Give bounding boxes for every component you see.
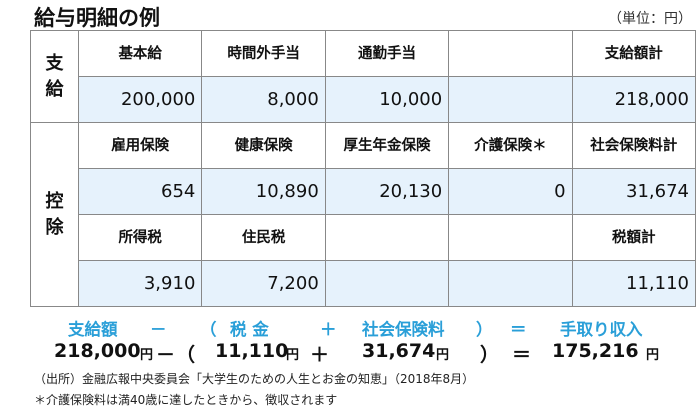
value-cell xyxy=(448,260,573,307)
formula-label: － xyxy=(150,320,167,339)
value-cell: 8,000 xyxy=(201,76,326,123)
value-cell: 20,130 xyxy=(324,168,450,215)
formula-operator: ） xyxy=(480,344,500,366)
value-cell xyxy=(324,260,450,307)
header-cell: 社会保険料計 xyxy=(571,122,697,169)
header-cell: 介護保険＊ xyxy=(448,122,573,169)
yen-unit: 円 xyxy=(646,348,660,363)
formula-value: 31,674 xyxy=(362,340,436,362)
value-cell: 10,000 xyxy=(324,76,450,123)
formula-operator: （ xyxy=(176,344,196,366)
formula-label: 支給額 xyxy=(68,320,118,339)
formula-label: （ xyxy=(200,320,217,339)
formula-value: 11,110 xyxy=(215,340,289,362)
yen-unit: 円 xyxy=(436,348,450,363)
formula-value: 175,216 xyxy=(552,340,639,362)
yen-unit: 円 xyxy=(140,348,154,363)
header-cell xyxy=(448,214,573,261)
formula-label: 社会保険料 xyxy=(362,320,445,339)
value-cell: 7,200 xyxy=(201,260,326,307)
source-note: （出所）金融広報中央委員会「大学生のための人生とお金の知恵」（2018年8月） xyxy=(34,372,475,386)
value-cell: 218,000 xyxy=(571,76,697,123)
formula-label: 手取り収入 xyxy=(560,320,643,339)
formula-label: ＝ xyxy=(510,320,527,339)
value-cell xyxy=(448,76,573,123)
footnote: ＊介護保険料は満40歳に達したときから、徴収されます xyxy=(34,393,338,407)
unit-label: （単位：円） xyxy=(608,11,692,27)
header-cell xyxy=(324,214,450,261)
formula-operator: ＋ xyxy=(310,344,330,366)
header-cell: 雇用保険 xyxy=(77,122,203,169)
yen-unit: 円 xyxy=(286,348,300,363)
header-cell: 所得税 xyxy=(77,214,203,261)
header-cell: 健康保険 xyxy=(201,122,326,169)
header-cell: 住民税 xyxy=(201,214,326,261)
value-cell: 200,000 xyxy=(77,76,203,123)
value-cell: 31,674 xyxy=(571,168,697,215)
header-cell: 時間外手当 xyxy=(201,30,326,77)
header-cell: 税額計 xyxy=(571,214,697,261)
page-title: 給与明細の例 xyxy=(34,6,160,30)
formula-value: 218,000 xyxy=(54,340,141,362)
formula-operator: ＝ xyxy=(512,344,532,366)
header-cell xyxy=(448,30,573,77)
header-cell: 通勤手当 xyxy=(324,30,450,77)
formula-label: 税 金 xyxy=(230,320,269,339)
value-cell: 10,890 xyxy=(201,168,326,215)
pay-section-label: 支給 xyxy=(30,30,79,123)
formula-operator: － xyxy=(156,344,176,366)
value-cell: 0 xyxy=(448,168,573,215)
value-cell: 3,910 xyxy=(77,260,203,307)
formula-label: ＋ xyxy=(320,320,337,339)
formula-label: ） xyxy=(476,320,493,339)
header-cell: 支給額計 xyxy=(571,30,697,77)
value-cell: 11,110 xyxy=(571,260,697,307)
header-cell: 基本給 xyxy=(77,30,203,77)
payslip-table: 支給 基本給 時間外手当 通勤手当 支給額計 200,000 8,000 10,… xyxy=(30,30,697,307)
header-cell: 厚生年金保険 xyxy=(324,122,450,169)
value-cell: 654 xyxy=(77,168,203,215)
deduction-section-label: 控除 xyxy=(30,122,79,307)
